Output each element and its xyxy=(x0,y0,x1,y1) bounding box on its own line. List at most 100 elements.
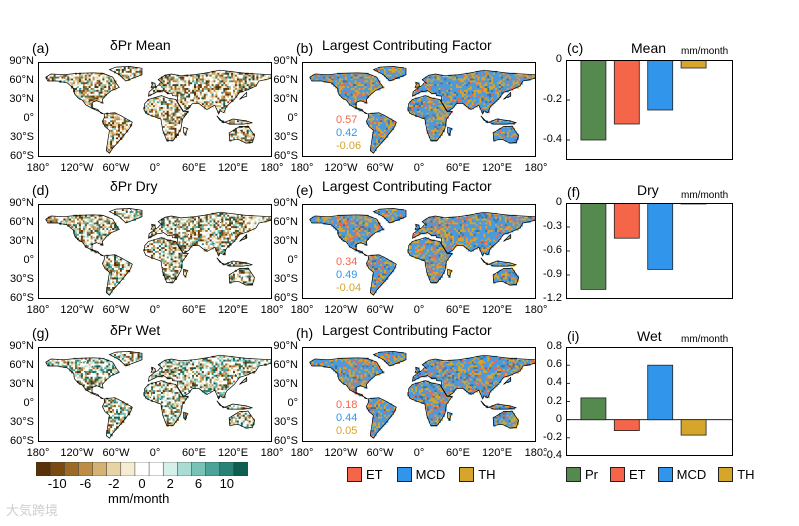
colorbar-tick-0: -10 xyxy=(47,476,67,491)
map-title-mean: δPr Mean xyxy=(110,37,171,53)
legend-label-mcd-bars: MCD xyxy=(676,467,707,482)
lon-tick-delta-pr-wet-6: 180° xyxy=(260,447,284,459)
legend-label-th-bars: TH xyxy=(737,467,755,482)
colorbar-tick-2: -2 xyxy=(107,476,120,491)
factor-stat-wet-1: 0.44 xyxy=(335,412,359,424)
lon-tick-delta-pr-mean-3: 0° xyxy=(149,162,161,174)
ytick-mean-0: 0 xyxy=(555,53,562,65)
bar-wet-et xyxy=(613,419,640,431)
bar-dry-pr xyxy=(580,203,607,290)
factor-stat-dry-2: -0.04 xyxy=(335,282,363,294)
lon-tick-delta-pr-dry-6: 180° xyxy=(260,304,284,316)
panel-label-h: (h) xyxy=(296,325,314,341)
lon-tick-factor-mean-1: 120°W xyxy=(324,162,358,174)
map-title-wet: δPr Wet xyxy=(110,322,161,338)
legend-item-th-bars: TH xyxy=(718,467,755,482)
lat-tick-factor-wet-3: 0° xyxy=(287,397,298,409)
colorbar-tick-5: 6 xyxy=(194,476,203,491)
colorbar-swatch-14 xyxy=(233,462,248,476)
colorbar-swatch-13 xyxy=(219,462,235,476)
lon-tick-factor-mean-2: 60°W xyxy=(366,162,394,174)
lat-tick-delta-pr-dry-4: 30°S xyxy=(10,273,34,285)
legend-item-th: TH xyxy=(459,467,496,482)
lon-tick-delta-pr-mean-2: 60°W xyxy=(102,162,130,174)
map-delta-pr-mean xyxy=(38,62,272,157)
panel-label-g: (g) xyxy=(32,325,50,341)
ytick-dry-0: 0 xyxy=(555,196,562,208)
lat-tick-factor-wet-0: 90°N xyxy=(273,340,298,352)
factor-title-wet: Largest Contributing Factor xyxy=(322,322,492,338)
map-svg-delta-pr-wet xyxy=(38,347,272,442)
lon-tick-delta-pr-dry-0: 180° xyxy=(26,304,50,316)
lat-tick-delta-pr-wet-3: 0° xyxy=(23,397,34,409)
lon-tick-factor-dry-6: 180° xyxy=(524,304,548,316)
map-title-dry: δPr Dry xyxy=(110,178,158,194)
lat-tick-delta-pr-mean-3: 0° xyxy=(23,112,34,124)
lat-tick-delta-pr-mean-0: 90°N xyxy=(9,55,34,67)
legend-factor: ET MCD TH xyxy=(347,467,496,482)
bar-mean-et xyxy=(613,60,640,125)
lon-tick-factor-wet-0: 180° xyxy=(290,447,314,459)
lat-tick-factor-wet-2: 30°N xyxy=(273,378,298,390)
ytick-dry-1: -0.3 xyxy=(543,220,562,232)
lat-tick-factor-mean-4: 30°S xyxy=(274,131,298,143)
panel-label-d: (d) xyxy=(32,182,50,198)
bar-chart-dry xyxy=(566,203,733,299)
colorbar-swatch-5 xyxy=(106,462,122,476)
colorbar-swatch-6 xyxy=(120,462,136,476)
lat-tick-factor-dry-2: 30°N xyxy=(273,235,298,247)
lat-tick-factor-wet-4: 30°S xyxy=(274,416,298,428)
legend-swatch-et xyxy=(347,467,362,482)
panel-label-e: (e) xyxy=(296,182,314,198)
ytick-dry-4: -1.2 xyxy=(543,292,562,304)
lat-tick-delta-pr-mean-5: 60°S xyxy=(10,150,34,162)
bar-units-wet: mm/month xyxy=(681,334,729,345)
colorbar-swatch-3 xyxy=(78,462,94,476)
ytick-wet-1: 0.6 xyxy=(546,358,562,371)
lon-tick-factor-wet-1: 120°W xyxy=(324,447,358,459)
panel-label-f: (f) xyxy=(567,184,581,200)
panel-label-i: (i) xyxy=(567,328,580,344)
lon-tick-factor-dry-4: 60°E xyxy=(446,304,470,316)
bar-mean-th xyxy=(680,60,707,69)
colorbar-tick-4: 2 xyxy=(166,476,174,491)
ytick-wet-6: -0.4 xyxy=(543,449,562,461)
colorbar-swatch-11 xyxy=(191,462,207,476)
ytick-wet-0: 0.8 xyxy=(546,340,562,352)
factor-title-mean: Largest Contributing Factor xyxy=(322,37,492,53)
legend-label-et-bars: ET xyxy=(629,467,646,482)
ytick-mean-1: -0.2 xyxy=(543,93,562,105)
lon-tick-factor-dry-0: 180° xyxy=(290,304,314,316)
legend-item-mcd-bars: MCD xyxy=(657,467,707,482)
bar-title-mean: Mean xyxy=(631,40,667,56)
factor-title-dry: Largest Contributing Factor xyxy=(322,178,492,194)
legend-swatch-th-bars xyxy=(718,467,734,482)
factor-stat-dry-1: 0.49 xyxy=(335,269,359,281)
lon-tick-factor-wet-2: 60°W xyxy=(366,447,394,459)
lon-tick-factor-dry-2: 60°W xyxy=(366,304,394,316)
lat-tick-factor-dry-5: 60°S xyxy=(274,292,298,304)
lon-tick-delta-pr-wet-1: 120°W xyxy=(60,447,94,459)
lon-tick-delta-pr-wet-0: 180° xyxy=(26,447,50,459)
map-svg-delta-pr-dry xyxy=(38,204,272,299)
bar-title-dry: Dry xyxy=(637,182,659,198)
ytick-dry-2: -0.6 xyxy=(543,244,562,256)
panel-label-c: (c) xyxy=(567,40,584,56)
legend-label-th: TH xyxy=(478,467,496,482)
lon-tick-delta-pr-dry-4: 60°E xyxy=(182,304,206,316)
lat-tick-delta-pr-dry-3: 0° xyxy=(23,254,34,266)
lon-tick-delta-pr-mean-5: 120°E xyxy=(217,162,249,174)
watermark: 大気跨境 xyxy=(6,503,59,518)
lat-tick-factor-dry-0: 90°N xyxy=(273,197,298,209)
map-delta-pr-dry xyxy=(38,204,272,299)
ytick-wet-2: 0.4 xyxy=(546,376,562,389)
factor-stat-dry-0: 0.34 xyxy=(335,256,359,268)
panel-label-a: (a) xyxy=(32,40,50,56)
panel-label-b: (b) xyxy=(296,40,314,56)
legend-label-pr: Pr xyxy=(585,467,598,482)
lat-tick-delta-pr-dry-1: 60°N xyxy=(9,216,34,228)
ytick-wet-4: 0 xyxy=(555,412,562,425)
colorbar-units: mm/month xyxy=(108,491,170,506)
factor-stat-mean-2: -0.06 xyxy=(335,140,363,152)
ytick-wet-5: -0.2 xyxy=(543,430,562,443)
